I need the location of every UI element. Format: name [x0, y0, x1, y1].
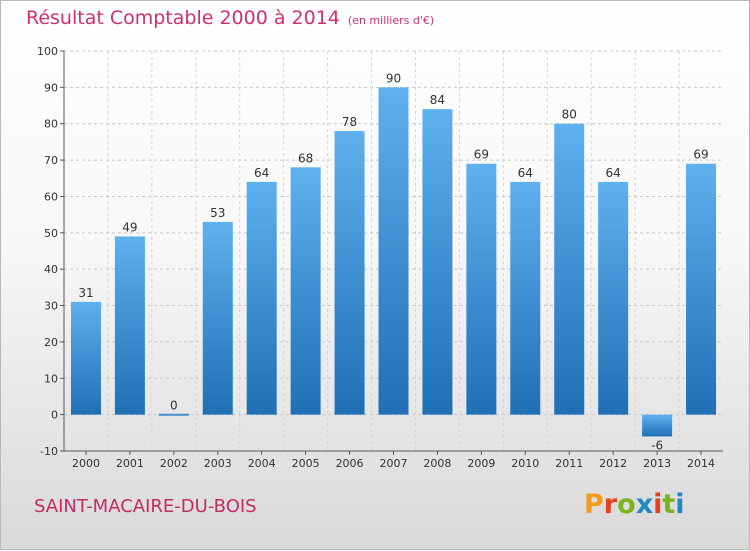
- bar-2012: [598, 181, 629, 415]
- y-tick-label: 70: [44, 154, 58, 167]
- logo-letter: i: [675, 489, 685, 520]
- data-label-2006: 78: [342, 115, 357, 129]
- y-tick-label: 10: [44, 372, 58, 385]
- data-label-2008: 84: [430, 93, 445, 107]
- logo-letter: t: [662, 489, 676, 520]
- bar-2000: [70, 301, 101, 415]
- x-tick-label: 2006: [336, 457, 364, 470]
- bar-2004: [246, 181, 277, 415]
- x-tick-label: 2002: [160, 457, 188, 470]
- data-label-2005: 68: [298, 151, 313, 165]
- logo-letter: o: [617, 489, 636, 520]
- data-label-2012: 64: [606, 166, 621, 180]
- proxiti-logo[interactable]: Proxiti: [584, 489, 685, 520]
- data-label-2011: 80: [562, 108, 577, 122]
- chart-subtitle: (en milliers d'€): [347, 14, 435, 27]
- logo-letter: r: [603, 489, 618, 520]
- x-tick-label: 2014: [687, 457, 715, 470]
- data-label-2001: 49: [122, 220, 137, 234]
- logo-letter: x: [635, 489, 654, 520]
- bar-2010: [510, 181, 541, 415]
- x-tick-label: 2011: [555, 457, 583, 470]
- y-tick-label: 100: [37, 45, 58, 58]
- bar-2006: [334, 131, 365, 415]
- data-labels: 31 49 0 53 64 68 78 90 84 69 64 80 64 -6 69: [78, 71, 708, 452]
- bar-2011: [554, 123, 585, 415]
- chart-title-text: Résultat Comptable 2000 à 2014: [26, 7, 340, 29]
- bar-2007: [378, 87, 409, 415]
- bar-2013: [642, 414, 673, 437]
- data-label-2003: 53: [210, 206, 225, 220]
- x-tick-label: 2005: [292, 457, 320, 470]
- x-tick-label: 2012: [599, 457, 627, 470]
- logo-letter: P: [584, 489, 604, 520]
- y-tick-label: 80: [44, 118, 58, 131]
- data-label-2007: 90: [386, 71, 401, 85]
- x-tick-label: 2004: [248, 457, 276, 470]
- x-tick-label: 2001: [116, 457, 144, 470]
- bar-2005: [290, 167, 321, 415]
- data-label-2009: 69: [474, 148, 489, 162]
- bar-2002: [158, 413, 189, 416]
- bar-2014: [686, 163, 717, 415]
- bar-2003: [202, 221, 233, 415]
- y-tick-label: 0: [51, 409, 58, 422]
- y-tick-label: -10: [40, 445, 58, 458]
- x-tick-label: 2010: [511, 457, 539, 470]
- y-tick-label: 30: [44, 300, 58, 313]
- y-tick-label: 40: [44, 263, 58, 276]
- x-tick-label: 2003: [204, 457, 232, 470]
- x-tick-label: 2000: [72, 457, 100, 470]
- x-tick-label: 2008: [423, 457, 451, 470]
- data-label-2002: 0: [170, 399, 178, 413]
- data-label-2014: 69: [693, 148, 708, 162]
- bar-2001: [114, 236, 145, 415]
- x-tick-label: 2009: [467, 457, 495, 470]
- y-tick-label: 20: [44, 336, 58, 349]
- data-label-2010: 64: [518, 166, 533, 180]
- x-tick-label: 2007: [380, 457, 408, 470]
- bar-2008: [422, 109, 453, 415]
- logo-letter: i: [653, 489, 663, 520]
- bars: [70, 87, 717, 437]
- y-tick-label: 50: [44, 227, 58, 240]
- bar-2009: [466, 163, 497, 415]
- y-tick-label: 60: [44, 190, 58, 203]
- chart-title: Résultat Comptable 2000 à 2014 (en millie…: [26, 7, 434, 29]
- data-label-2004: 64: [254, 166, 269, 180]
- y-tick-label: 90: [44, 81, 58, 94]
- axes: -10 0 10 20 30 40 50 60 70 80 90 100 2000 2001 2002 200…: [37, 45, 723, 470]
- grid-lines: [64, 50, 723, 452]
- data-label-2013: -6: [651, 438, 663, 452]
- x-tick-label: 2013: [643, 457, 671, 470]
- commune-name: SAINT-MACAIRE-DU-BOIS: [34, 496, 257, 517]
- data-label-2000: 31: [78, 286, 93, 300]
